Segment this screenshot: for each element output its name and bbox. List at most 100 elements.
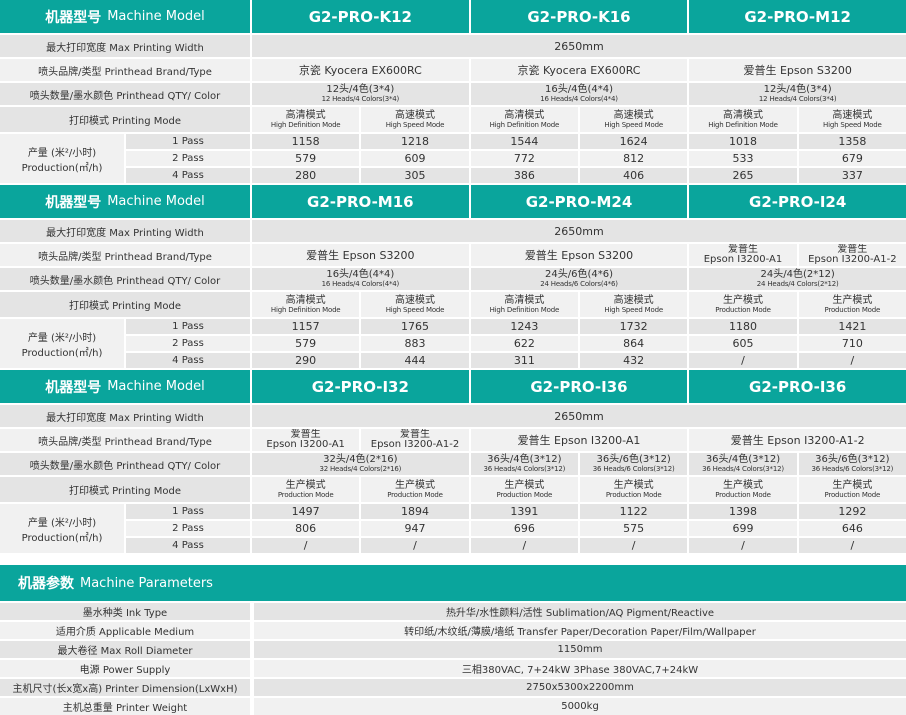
- model-name-text: G2-PRO-I36: [749, 377, 847, 396]
- parameters-title-en: Machine Parameters: [80, 575, 213, 591]
- text: 高清模式: [285, 294, 326, 306]
- text: 1243: [510, 320, 539, 333]
- text: High Speed Mode: [604, 120, 663, 129]
- text: 36 Heads/6 Colors(3*12): [811, 465, 894, 473]
- text: 579: [295, 152, 317, 165]
- spec-section: 机器型号 Machine Model G2-PRO-M16 G2-PRO-M24 G2-…: [0, 185, 906, 368]
- parameter-value: 5000kg: [254, 698, 906, 715]
- production-value: 1218: [361, 134, 469, 149]
- text: 1765: [400, 320, 429, 333]
- text: 打印模式 Printing Mode: [68, 301, 182, 312]
- production-value: 1243: [470, 319, 578, 334]
- text: 1 Pass: [172, 136, 204, 147]
- text: 311: [513, 354, 535, 367]
- brand-value: 爱普生 Epson I3200-A1-2: [361, 429, 469, 451]
- qty-value: 24头/6色(4*6) 24 Heads/6 Colors(4*6): [470, 268, 688, 290]
- parameter-label: 最大卷径 Max Roll Diameter: [0, 641, 250, 658]
- machine-model-label: 机器型号 Machine Model: [0, 0, 250, 33]
- qty-value: 36头/6色(3*12) 36 Heads/6 Colors(3*12): [798, 453, 906, 475]
- text: 864: [623, 337, 645, 350]
- text: 高清模式: [504, 294, 545, 306]
- max-width-label: 最大打印宽度 Max Printing Width: [0, 405, 250, 427]
- production-zh: 产量 (米²/小时): [27, 517, 97, 529]
- text: 4 Pass: [172, 170, 204, 181]
- model-name: G2-PRO-I32: [252, 370, 469, 403]
- text: 36 Heads/4 Colors(3*12): [702, 465, 784, 473]
- parameter-label: 主机总重量 Printer Weight: [0, 698, 250, 715]
- text: 高速模式: [832, 109, 873, 121]
- text: 1398: [728, 505, 757, 518]
- production-value: 1732: [580, 319, 688, 334]
- text: 2650mm: [554, 409, 604, 423]
- qty-value: 12头/4色(3*4) 12 Heads/4 Colors(3*4): [689, 83, 906, 105]
- text: Production Mode: [387, 490, 443, 499]
- text: 16头/4色(4*4): [326, 269, 395, 280]
- text: 生产模式: [832, 479, 873, 491]
- text: 1732: [619, 320, 648, 333]
- mode-value: 生产模式 Production Mode: [689, 292, 797, 317]
- production-value: 609: [361, 151, 469, 166]
- label-en: Machine Model: [107, 194, 205, 209]
- production-value: 305: [361, 168, 469, 183]
- qty-value: 16头/4色(4*4) 16 Heads/4 Colors(4*4): [470, 83, 688, 105]
- text: 575: [623, 522, 645, 535]
- model-name-text: G2-PRO-M12: [744, 7, 851, 26]
- qty-value: 36头/4色(3*12) 36 Heads/4 Colors(3*12): [470, 453, 578, 475]
- brand-label: 喷头品牌/类型 Printhead Brand/Type: [0, 244, 250, 266]
- pass-label: 2 Pass: [126, 151, 250, 166]
- text: 爱普生 Epson I3200-A1-2: [808, 244, 897, 265]
- mode-value: 生产模式 Production Mode: [470, 477, 578, 502]
- model-name-text: G2-PRO-I32: [311, 377, 409, 396]
- max-width-value: 2650mm: [252, 405, 906, 427]
- text: 2 Pass: [172, 338, 204, 349]
- production-value: 533: [689, 151, 797, 166]
- production-value: /: [798, 538, 906, 553]
- text: 280: [295, 169, 317, 182]
- text: 24头/6色(4*6): [545, 269, 613, 280]
- text: Production Mode: [824, 305, 881, 314]
- production-value: 1544: [470, 134, 578, 149]
- brand-value: 爱普生 Epson S3200: [470, 244, 688, 266]
- model-name: G2-PRO-K12: [252, 0, 469, 33]
- pass-label: 1 Pass: [126, 504, 250, 519]
- mode-value: 生产模式 Production Mode: [361, 477, 469, 502]
- text: 1122: [619, 505, 648, 518]
- production-value: 579: [252, 151, 360, 166]
- parameter-value: 三相380VAC, 7+24kW 3Phase 380VAC,7+24kW: [254, 660, 906, 677]
- text: High Definition Mode: [270, 120, 341, 129]
- parameter-value: 1150mm: [254, 641, 906, 658]
- machine-model-label: 机器型号 Machine Model: [0, 185, 250, 218]
- text: 1158: [291, 135, 320, 148]
- text: 生产模式: [285, 479, 326, 491]
- qty-label: 喷头数量/墨水颜色 Printhead QTY/ Color: [0, 83, 250, 105]
- text: 1421: [838, 320, 867, 333]
- text: 2650mm: [554, 224, 604, 238]
- text: 406: [623, 169, 645, 182]
- text: 京瓷 Kyocera EX600RC: [298, 64, 422, 77]
- parameter-row: 主机总重量 Printer Weight 5000kg: [0, 698, 906, 715]
- production-value: 1018: [689, 134, 797, 149]
- parameter-label: 电源 Power Supply: [0, 660, 250, 677]
- brand-label: 喷头品牌/类型 Printhead Brand/Type: [0, 59, 250, 81]
- mode-value: 生产模式 Production Mode: [689, 477, 797, 502]
- pass-label: 4 Pass: [126, 168, 250, 183]
- text: 喷头品牌/类型 Printhead Brand/Type: [38, 436, 212, 448]
- text: 265: [732, 169, 754, 182]
- pass-label: 4 Pass: [126, 538, 250, 553]
- production-value: 280: [252, 168, 360, 183]
- text: 947: [404, 522, 426, 535]
- production-label: 产量 (米²/小时) Production(㎡/h): [0, 319, 124, 368]
- production-value: 679: [798, 151, 906, 166]
- text: Production Mode: [715, 490, 771, 499]
- brand-label: 喷头品牌/类型 Printhead Brand/Type: [0, 429, 250, 451]
- brand-value: 爱普生 Epson S3200: [252, 244, 469, 266]
- model-name-text: G2-PRO-I36: [530, 377, 628, 396]
- model-name-text: G2-PRO-I24: [749, 192, 847, 211]
- mode-value: 生产模式 Production Mode: [798, 477, 906, 502]
- production-value: 947: [361, 521, 469, 536]
- text: 444: [404, 354, 426, 367]
- text: High Speed Mode: [385, 305, 445, 314]
- production-value: 1180: [689, 319, 797, 334]
- parameter-row: 墨水种类 Ink Type 热升华/水性颜料/活性 Sublimation/AQ …: [0, 603, 906, 620]
- qty-value: 12头/4色(3*4) 12 Heads/4 Colors(3*4): [252, 83, 469, 105]
